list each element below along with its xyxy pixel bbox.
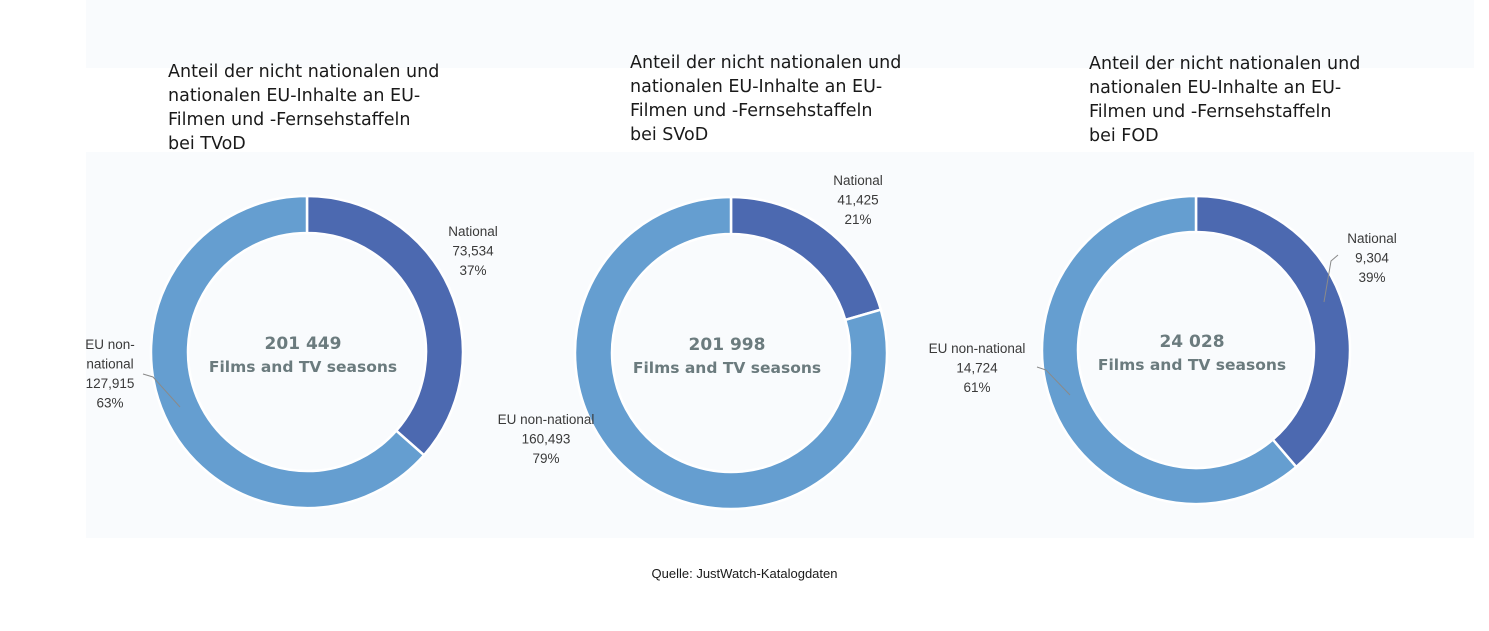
donut-slice-eu-non-national — [149, 194, 426, 510]
chart-title-fod: Anteil der nicht nationalen und nationale… — [1089, 52, 1379, 148]
slice-label-text: 63% — [96, 396, 123, 411]
donut-slice-national — [305, 194, 465, 457]
slice-label-text: national — [86, 357, 133, 372]
label-leader-line — [1036, 366, 1071, 396]
donut-chart-0: National 73,534 37% EU non-national 127,915 6… — [85, 194, 498, 510]
chart-title-line: bei TVoD — [168, 134, 246, 154]
chart-title-tvod: Anteil der nicht nationalen und nationale… — [168, 60, 458, 156]
slice-label-text: 61% — [963, 380, 990, 395]
chart-title-line: Anteil der nicht nationalen und — [630, 53, 902, 73]
chart-title-line: Anteil der nicht nationalen und — [1089, 54, 1361, 74]
slice-label-text: EU non- — [85, 337, 135, 352]
chart-title-line: Filmen und -Fernsehstaffeln — [168, 110, 411, 130]
slice-label-text: National — [833, 173, 883, 188]
label-leader-line — [1323, 254, 1339, 303]
chart-title-line: nationalen EU-Inhalte an EU- — [1089, 78, 1342, 98]
slice-label-text: EU non-national — [929, 341, 1026, 356]
donut-slice-eu-non-national — [573, 195, 889, 511]
center-label: Films and TV seasons — [209, 358, 397, 376]
slice-label-text: National — [1347, 231, 1397, 246]
slice-label-text: National — [448, 224, 498, 239]
chart-title-line: Filmen und -Fernsehstaffeln — [1089, 102, 1332, 122]
slice-label-text: 37% — [459, 263, 486, 278]
slice-label-text: 14,724 — [956, 361, 998, 376]
chart-title-svod: Anteil der nicht nationalen und nationale… — [630, 51, 920, 147]
center-total: 24 028 — [1159, 332, 1224, 352]
donut-chart-1: National 41,425 21% EU non-national 160,493 7… — [498, 173, 889, 511]
label-leader-line — [142, 373, 181, 408]
chart-title-line: bei SVoD — [630, 125, 709, 145]
slice-label-text: 39% — [1358, 270, 1385, 285]
chart-title-line: Filmen und -Fernsehstaffeln — [630, 101, 873, 121]
donut-slice-national — [1194, 194, 1352, 469]
center-total: 201 449 — [265, 334, 342, 354]
slice-label-text: 9,304 — [1355, 251, 1389, 266]
slice-label-text: EU non-national — [498, 412, 595, 427]
donut-chart-2: National 9,304 39% EU non-national 14,724 61%… — [929, 194, 1397, 506]
chart-title-line: nationalen EU-Inhalte an EU- — [168, 86, 421, 106]
slice-label-text: 160,493 — [522, 432, 571, 447]
slice-label-text: 41,425 — [837, 193, 878, 208]
chart-title-line: bei FOD — [1089, 126, 1159, 146]
center-label: Films and TV seasons — [1098, 356, 1286, 374]
center-total: 201 998 — [689, 335, 766, 355]
slice-label-text: 21% — [844, 212, 871, 227]
chart-title-line: Anteil der nicht nationalen und — [168, 62, 440, 82]
top-background-panel — [86, 0, 1474, 68]
center-label: Films and TV seasons — [633, 359, 821, 377]
chart-title-line: nationalen EU-Inhalte an EU- — [630, 77, 883, 97]
slice-label-text: 73,534 — [452, 244, 494, 259]
source-note: Quelle: JustWatch-Katalogdaten — [651, 566, 838, 581]
slice-label-text: 127,915 — [86, 376, 135, 391]
slice-label-text: 79% — [532, 451, 559, 466]
donut-slice-eu-non-national — [1040, 194, 1298, 506]
